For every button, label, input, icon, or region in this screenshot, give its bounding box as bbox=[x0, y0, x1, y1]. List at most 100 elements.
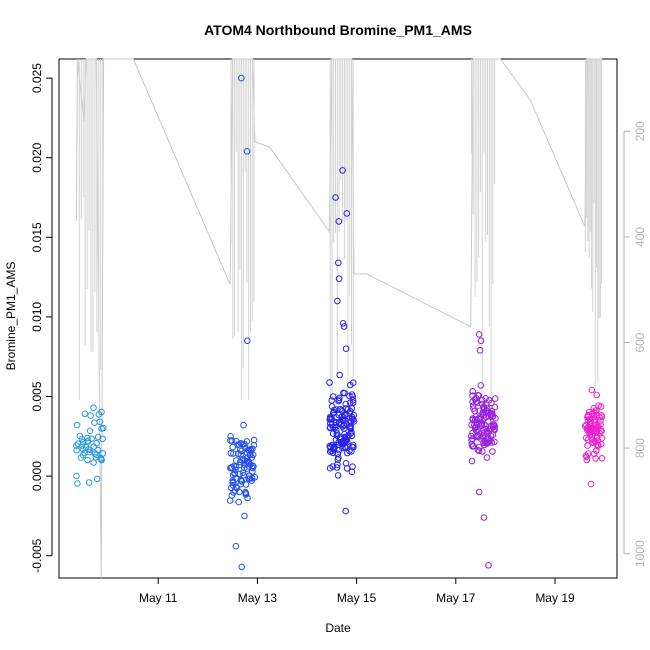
data-point bbox=[331, 424, 339, 431]
x-axis-label: Date bbox=[325, 621, 351, 635]
data-point bbox=[91, 419, 98, 427]
data-point bbox=[478, 420, 486, 427]
data-point bbox=[348, 468, 356, 476]
data-point bbox=[348, 429, 355, 436]
data-point bbox=[474, 446, 482, 454]
data-point-outlier bbox=[90, 404, 97, 412]
data-point bbox=[332, 406, 340, 413]
data-point bbox=[333, 464, 341, 471]
data-point-outlier bbox=[238, 563, 245, 571]
data-point bbox=[84, 456, 91, 464]
data-point bbox=[74, 480, 81, 487]
data-point bbox=[350, 411, 358, 419]
data-point-outlier bbox=[475, 331, 483, 338]
data-point bbox=[93, 439, 100, 447]
data-point bbox=[349, 399, 357, 407]
data-point bbox=[249, 451, 257, 459]
data-point bbox=[598, 427, 605, 435]
data-point bbox=[78, 442, 86, 449]
data-point bbox=[591, 409, 598, 416]
data-point bbox=[348, 448, 355, 455]
data-point bbox=[236, 458, 244, 466]
x-tick-label: May 19 bbox=[535, 591, 575, 605]
data-point-outlier bbox=[588, 386, 596, 394]
data-point bbox=[242, 488, 249, 496]
data-point-outlier bbox=[594, 442, 601, 450]
data-point bbox=[481, 439, 489, 447]
data-point-outlier bbox=[586, 431, 594, 439]
y-tick-label: 0.020 bbox=[30, 142, 44, 172]
data-point bbox=[597, 417, 604, 424]
data-point-outlier bbox=[475, 488, 483, 496]
data-point bbox=[582, 452, 590, 460]
data-point bbox=[326, 464, 334, 472]
data-point bbox=[475, 447, 483, 455]
data-point-outlier bbox=[87, 412, 94, 419]
data-point bbox=[86, 427, 94, 435]
data-point bbox=[81, 449, 88, 457]
data-point bbox=[334, 472, 342, 479]
data-point-outlier bbox=[590, 450, 598, 458]
data-point bbox=[238, 447, 245, 455]
data-point-outlier bbox=[476, 347, 484, 354]
x-tick-label: May 15 bbox=[337, 591, 377, 605]
data-point bbox=[349, 393, 357, 400]
plot-frame bbox=[58, 58, 618, 579]
secondary-tick-label: 1000 bbox=[633, 540, 647, 567]
data-point bbox=[94, 433, 102, 441]
x-tick-label: May 11 bbox=[139, 591, 178, 605]
data-point bbox=[469, 416, 477, 424]
data-point bbox=[483, 454, 491, 461]
data-point bbox=[346, 381, 354, 389]
secondary-tick-label: 200 bbox=[633, 121, 647, 141]
secondary-tick-label: 600 bbox=[633, 332, 647, 352]
data-point-outlier bbox=[232, 542, 240, 550]
data-point bbox=[467, 432, 475, 440]
data-point bbox=[333, 430, 341, 437]
data-point bbox=[473, 416, 481, 424]
data-point bbox=[479, 448, 486, 455]
data-point-outlier bbox=[334, 297, 341, 305]
data-point bbox=[229, 478, 237, 486]
data-point bbox=[250, 442, 258, 449]
data-point bbox=[334, 461, 341, 468]
data-point bbox=[238, 477, 245, 485]
data-point bbox=[328, 415, 336, 423]
data-point bbox=[235, 441, 243, 448]
data-point bbox=[335, 396, 343, 404]
data-point bbox=[585, 412, 592, 419]
data-point bbox=[484, 418, 492, 425]
data-point bbox=[226, 497, 234, 504]
data-point bbox=[594, 423, 602, 430]
y-axis-label: Bromine_PM1_AMS bbox=[4, 262, 18, 371]
data-point bbox=[336, 371, 344, 379]
data-point bbox=[482, 395, 490, 402]
data-point bbox=[347, 399, 354, 407]
data-point bbox=[84, 437, 91, 445]
data-point bbox=[475, 392, 483, 399]
data-point bbox=[593, 434, 600, 442]
data-point bbox=[489, 413, 497, 420]
data-point-outlier bbox=[343, 210, 351, 217]
data-point bbox=[346, 424, 354, 432]
data-point bbox=[236, 488, 243, 496]
data-point bbox=[326, 379, 333, 386]
data-point bbox=[471, 407, 479, 415]
data-point bbox=[334, 456, 342, 464]
data-point bbox=[249, 462, 257, 470]
data-point bbox=[227, 450, 235, 457]
data-point bbox=[586, 424, 594, 431]
data-point bbox=[235, 498, 242, 506]
data-point bbox=[474, 420, 481, 428]
data-point bbox=[232, 483, 240, 491]
data-point bbox=[592, 455, 599, 462]
y-tick-label: 0.010 bbox=[30, 302, 44, 332]
data-point bbox=[489, 448, 496, 455]
data-point bbox=[482, 409, 490, 416]
data-point-outlier bbox=[477, 337, 485, 345]
data-point-outlier bbox=[244, 337, 251, 345]
data-point bbox=[245, 475, 252, 483]
data-point bbox=[74, 440, 82, 448]
